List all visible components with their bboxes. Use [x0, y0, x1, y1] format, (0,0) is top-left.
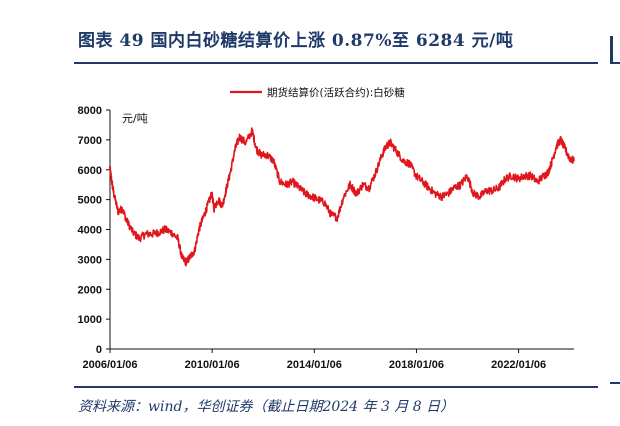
next-panel-edge: [610, 36, 620, 64]
y-tick-label: 0: [96, 344, 102, 356]
title-divider: [74, 62, 598, 64]
x-tick-label: 2022/01/06: [491, 359, 546, 371]
source-divider: [74, 386, 598, 388]
x-tick-label: 2018/01/06: [389, 359, 444, 371]
x-tick-label: 2006/01/06: [82, 359, 137, 371]
next-panel-edge-bottom: [610, 382, 620, 388]
y-ticks: 0 1000 2000 3000 4000 5000 6000 7000 8000: [78, 105, 110, 356]
y-tick-label: 2000: [78, 284, 102, 296]
legend-label: 期货结算价(活跃合约):白砂糖: [267, 86, 405, 99]
y-tick-label: 3000: [78, 254, 102, 266]
y-tick-label: 8000: [78, 105, 102, 117]
source-note: 资料来源：wind，华创证券（截止日期2024 年 3 月 8 日）: [78, 399, 455, 415]
x-ticks: 2006/01/06 2010/01/06 2014/01/06 2018/01/06…: [82, 349, 546, 371]
series-line: [108, 127, 575, 267]
unit-label: 元/吨: [122, 112, 148, 125]
y-tick-label: 5000: [78, 195, 102, 207]
y-tick-label: 7000: [78, 135, 102, 147]
y-tick-label: 6000: [78, 165, 102, 177]
y-tick-label: 1000: [78, 314, 102, 326]
chart-title: 图表 49 国内白砂糖结算价上涨 0.87%至 6284 元/吨: [78, 31, 514, 51]
legend: 期货结算价(活跃合约):白砂糖: [230, 86, 405, 99]
x-tick-label: 2010/01/06: [185, 359, 240, 371]
y-tick-label: 4000: [78, 225, 102, 237]
x-tick-label: 2014/01/06: [287, 359, 342, 371]
